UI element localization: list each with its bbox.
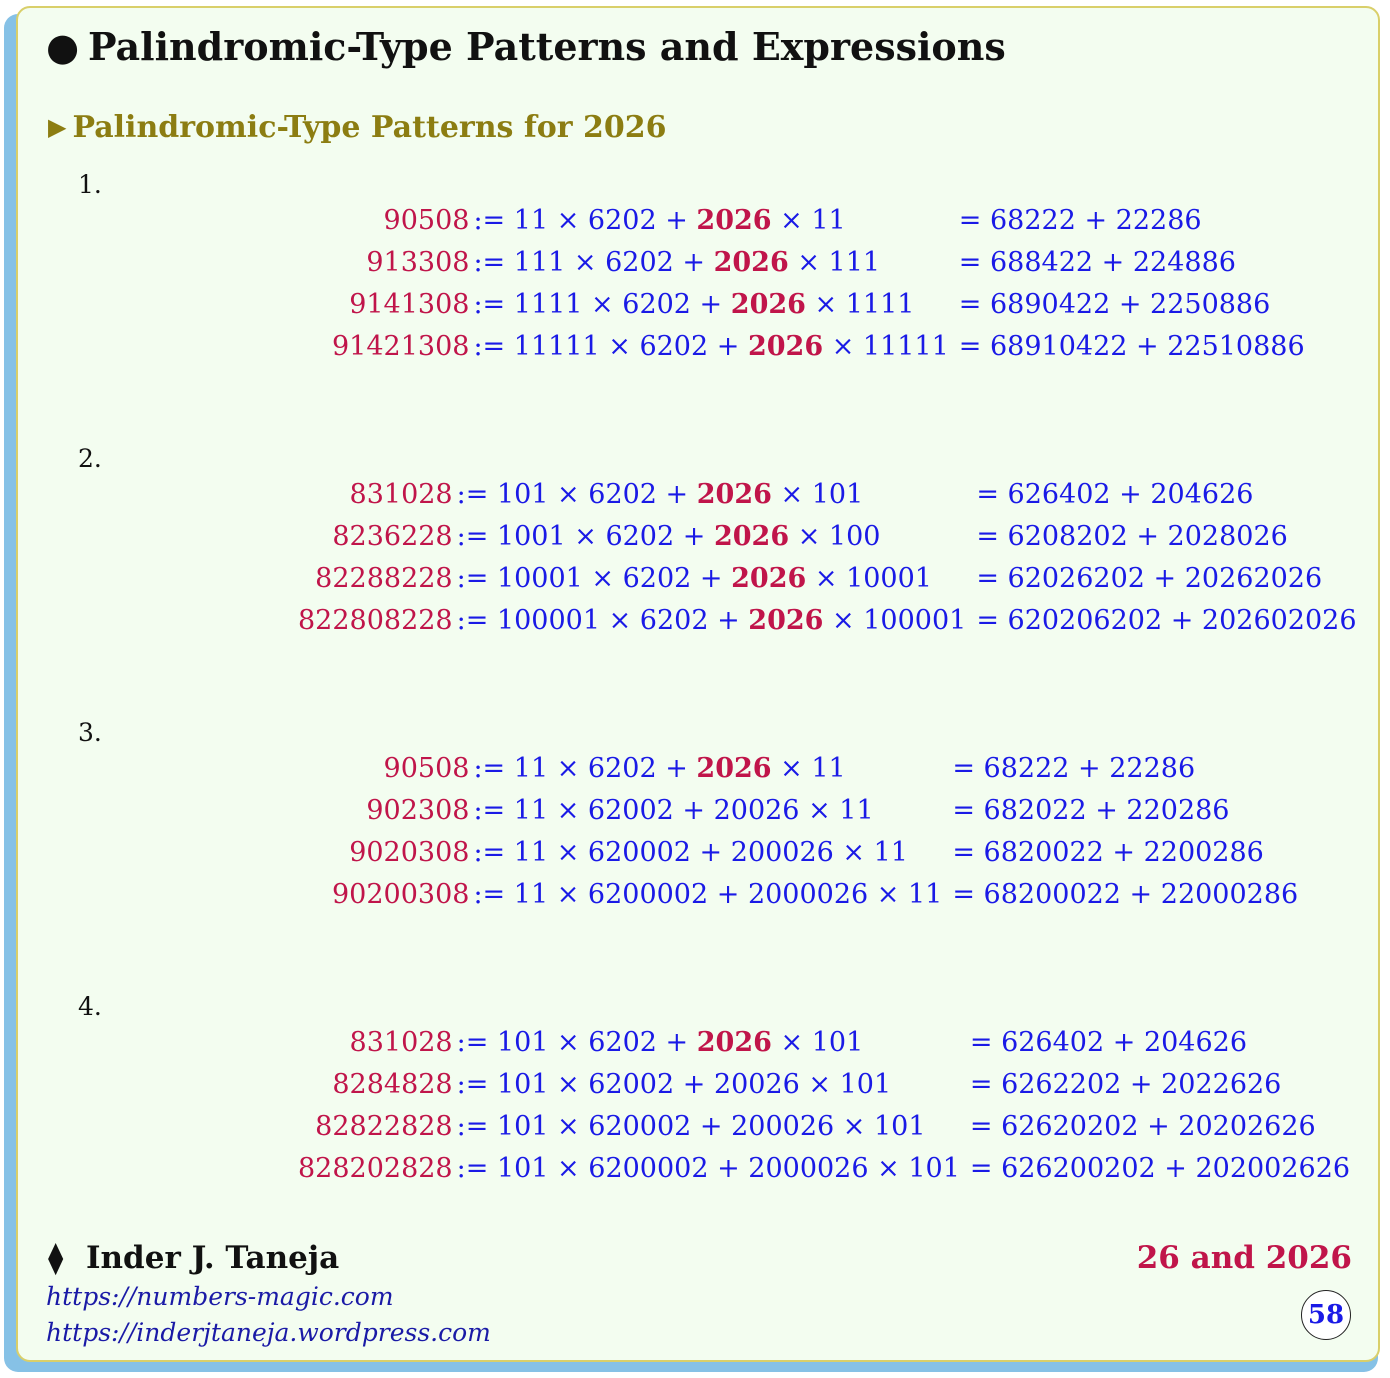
equation-lhs: 902308 bbox=[366, 795, 470, 826]
equation-block-1: 90508 := 11 × 6202 + 2026 × 11 = 68222 +… bbox=[332, 200, 1305, 368]
equation-block-4: 831028 := 101 × 6202 + 2026 × 101 = 6264… bbox=[298, 1022, 1350, 1190]
item-number-3: 3. bbox=[78, 718, 102, 747]
equation-row: 828202828 := 101 × 6200002 + 2000026 × 1… bbox=[298, 1148, 1350, 1190]
equation-definition: := 1001 × 6202 + 2026 × 100 bbox=[456, 521, 881, 552]
website-link-wordpress[interactable]: https://inderjtaneja.wordpress.com bbox=[46, 1318, 491, 1347]
equation-lhs: 828202828 bbox=[298, 1153, 453, 1184]
equation-block-2: 831028 := 101 × 6202 + 2026 × 101 = 6264… bbox=[298, 474, 1357, 642]
author-name: Inder J. Taneja bbox=[86, 1240, 340, 1276]
equation-definition: := 11 × 6202 + 2026 × 11 bbox=[473, 753, 846, 784]
equation-row: 82822828 := 101 × 620002 + 200026 × 101 … bbox=[298, 1106, 1350, 1148]
equation-row: 90508 := 11 × 6202 + 2026 × 11 = 68222 +… bbox=[332, 748, 1298, 790]
equation-rhs: = 682022 + 220286 bbox=[952, 795, 1230, 826]
equation-rhs: = 620206202 + 202602026 bbox=[976, 605, 1357, 636]
equation-rhs: = 6820022 + 2200286 bbox=[952, 837, 1264, 868]
equation-lhs: 9020308 bbox=[349, 837, 470, 868]
equation-definition: := 101 × 6200002 + 2000026 × 101 bbox=[456, 1153, 960, 1184]
equation-row: 831028 := 101 × 6202 + 2026 × 101 = 6264… bbox=[298, 1022, 1350, 1064]
page-number-badge: 58 bbox=[1301, 1290, 1351, 1340]
equation-row: 822808228 := 100001 × 6202 + 2026 × 1000… bbox=[298, 600, 1357, 642]
equation-rhs: = 626402 + 204626 bbox=[976, 479, 1254, 510]
equation-rhs: = 6208202 + 2028026 bbox=[976, 521, 1288, 552]
equation-definition: := 101 × 620002 + 200026 × 101 bbox=[456, 1111, 926, 1142]
diamond-icon: ⧫ bbox=[48, 1240, 64, 1276]
equation-rhs: = 626200202 + 202002626 bbox=[969, 1153, 1351, 1184]
section-title: ▶ Palindromic-Type Patterns for 2026 bbox=[48, 110, 667, 145]
item-number-2: 2. bbox=[78, 444, 102, 473]
equation-rhs: = 62026202 + 20262026 bbox=[976, 563, 1323, 594]
equation-definition: := 100001 × 6202 + 2026 × 100001 bbox=[456, 605, 967, 636]
equation-lhs: 831028 bbox=[349, 479, 453, 510]
author: ⧫ Inder J. Taneja bbox=[48, 1240, 339, 1276]
website-link-numbers-magic[interactable]: https://numbers-magic.com bbox=[46, 1282, 394, 1311]
section-title-text: Palindromic-Type Patterns for 2026 bbox=[72, 110, 667, 145]
equation-row: 82288228 := 10001 × 6202 + 2026 × 10001 … bbox=[298, 558, 1357, 600]
equation-row: 8236228 := 1001 × 6202 + 2026 × 100 = 62… bbox=[298, 516, 1357, 558]
equation-definition: := 11 × 6200002 + 2000026 × 11 bbox=[473, 879, 943, 910]
equation-rhs: = 6262202 + 2022626 bbox=[969, 1069, 1282, 1100]
equation-rhs: = 68222 + 22286 bbox=[958, 205, 1202, 236]
equation-row: 91421308 := 11111 × 6202 + 2026 × 11111 … bbox=[332, 326, 1305, 368]
equation-rhs: = 68910422 + 22510886 bbox=[958, 331, 1305, 362]
bullet-icon: ● bbox=[46, 24, 80, 69]
equation-definition: := 101 × 6202 + 2026 × 101 bbox=[456, 1027, 864, 1058]
equation-definition: := 10001 × 6202 + 2026 × 10001 bbox=[456, 563, 932, 594]
item-number-4: 4. bbox=[78, 992, 102, 1021]
equation-lhs: 831028 bbox=[349, 1027, 453, 1058]
equation-lhs: 82822828 bbox=[315, 1111, 453, 1142]
equation-rhs: = 62620202 + 20202626 bbox=[969, 1111, 1316, 1142]
equation-rhs: = 688422 + 224886 bbox=[958, 247, 1236, 278]
equation-lhs: 8236228 bbox=[332, 521, 453, 552]
equation-lhs: 8284828 bbox=[332, 1069, 453, 1100]
equation-definition: := 11 × 6202 + 2026 × 11 bbox=[473, 205, 846, 236]
equation-row: 8284828 := 101 × 62002 + 20026 × 101 = 6… bbox=[298, 1064, 1350, 1106]
equation-definition: := 111 × 6202 + 2026 × 111 bbox=[473, 247, 881, 278]
slide-title: ● Palindromic-Type Patterns and Expressio… bbox=[46, 24, 1006, 69]
equation-row: 902308 := 11 × 62002 + 20026 × 11 = 6820… bbox=[332, 790, 1298, 832]
equation-lhs: 91421308 bbox=[332, 331, 470, 362]
slide-title-text: Palindromic-Type Patterns and Expression… bbox=[88, 24, 1006, 69]
slide-frame bbox=[16, 6, 1380, 1362]
equation-rhs: = 6890422 + 2250886 bbox=[958, 289, 1271, 320]
equation-row: 90200308 := 11 × 6200002 + 2000026 × 11 … bbox=[332, 874, 1298, 916]
equation-block-3: 90508 := 11 × 6202 + 2026 × 11 = 68222 +… bbox=[332, 748, 1298, 916]
equation-rhs: = 68200022 + 22000286 bbox=[952, 879, 1299, 910]
equation-rhs: = 626402 + 204626 bbox=[969, 1027, 1248, 1058]
equation-definition: := 11111 × 6202 + 2026 × 11111 bbox=[473, 331, 949, 362]
equation-row: 90508 := 11 × 6202 + 2026 × 11 = 68222 +… bbox=[332, 200, 1305, 242]
equation-rhs: = 68222 + 22286 bbox=[952, 753, 1196, 784]
triangle-marker-icon: ▶ bbox=[48, 112, 67, 141]
equation-definition: := 101 × 62002 + 20026 × 101 bbox=[456, 1069, 892, 1100]
item-number-1: 1. bbox=[78, 170, 102, 199]
equation-definition: := 101 × 6202 + 2026 × 101 bbox=[456, 479, 864, 510]
equation-lhs: 90200308 bbox=[332, 879, 470, 910]
equation-definition: := 1111 × 6202 + 2026 × 1111 bbox=[473, 289, 915, 320]
equation-lhs: 82288228 bbox=[315, 563, 453, 594]
equation-lhs: 90508 bbox=[383, 205, 470, 236]
equation-lhs: 913308 bbox=[366, 247, 470, 278]
equation-row: 831028 := 101 × 6202 + 2026 × 101 = 6264… bbox=[298, 474, 1357, 516]
equation-row: 9020308 := 11 × 620002 + 200026 × 11 = 6… bbox=[332, 832, 1298, 874]
equation-lhs: 9141308 bbox=[349, 289, 470, 320]
equation-row: 9141308 := 1111 × 6202 + 2026 × 1111 = 6… bbox=[332, 284, 1305, 326]
equation-row: 913308 := 111 × 6202 + 2026 × 111 = 6884… bbox=[332, 242, 1305, 284]
document-title: 26 and 2026 bbox=[1136, 1240, 1352, 1276]
equation-definition: := 11 × 62002 + 20026 × 11 bbox=[473, 795, 874, 826]
equation-lhs: 90508 bbox=[383, 753, 470, 784]
equation-definition: := 11 × 620002 + 200026 × 11 bbox=[473, 837, 908, 868]
equation-lhs: 822808228 bbox=[298, 605, 453, 636]
